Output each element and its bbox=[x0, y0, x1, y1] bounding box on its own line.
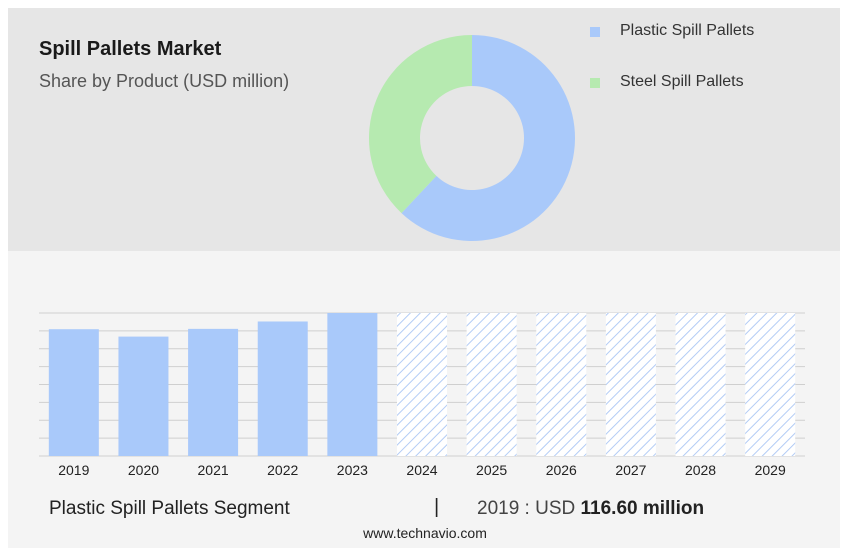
forecast-bar-2024 bbox=[397, 313, 447, 456]
legend-label-plastic: Plastic Spill Pallets bbox=[620, 22, 755, 39]
forecast-bar-2027 bbox=[605, 313, 656, 456]
footer-value: 2019 : USD 116.60 million bbox=[477, 498, 704, 520]
legend-swatch-steel bbox=[590, 78, 600, 88]
x-tick-2020: 2020 bbox=[128, 462, 159, 478]
x-tick-2019: 2019 bbox=[58, 462, 89, 478]
bar-2022 bbox=[257, 321, 308, 456]
donut-slice-1 bbox=[369, 35, 472, 214]
source-link[interactable]: www.technavio.com bbox=[363, 525, 487, 541]
chart-title: Spill Pallets Market bbox=[39, 38, 222, 60]
forecast-bar-2028 bbox=[675, 313, 726, 456]
forecast-bar-2026 bbox=[536, 313, 587, 456]
x-tick-2024: 2024 bbox=[406, 462, 437, 478]
bar-2020 bbox=[118, 336, 169, 456]
segment-label: Plastic Spill Pallets Segment bbox=[49, 498, 290, 519]
legend-swatch-plastic bbox=[590, 27, 600, 37]
x-axis-ticks: 2019 2020 2021 2022 2023 2024 2025 2026 2027 2028… bbox=[58, 462, 786, 478]
x-tick-2023: 2023 bbox=[337, 462, 368, 478]
x-tick-2027: 2027 bbox=[615, 462, 646, 478]
bar-chart bbox=[48, 313, 796, 456]
x-tick-2028: 2028 bbox=[685, 462, 716, 478]
donut-chart bbox=[369, 35, 576, 242]
forecast-bar-2025 bbox=[466, 313, 517, 456]
chart-subtitle: Share by Product (USD million) bbox=[39, 71, 290, 91]
x-tick-2022: 2022 bbox=[267, 462, 298, 478]
footer-value-bold: 116.60 million bbox=[580, 498, 705, 519]
bar-2021 bbox=[188, 328, 239, 456]
donut-slice-0 bbox=[401, 35, 576, 242]
forecast-bar-2029 bbox=[745, 313, 796, 456]
x-tick-2029: 2029 bbox=[755, 462, 786, 478]
x-tick-2026: 2026 bbox=[546, 462, 577, 478]
x-tick-2021: 2021 bbox=[198, 462, 229, 478]
bar-2023 bbox=[327, 313, 378, 456]
bar-2019 bbox=[48, 329, 99, 456]
x-tick-2025: 2025 bbox=[476, 462, 507, 478]
footer-value-prefix: 2019 : USD bbox=[477, 498, 576, 519]
footer-separator: | bbox=[434, 496, 440, 518]
legend-label-steel: Steel Spill Pallets bbox=[620, 73, 744, 90]
